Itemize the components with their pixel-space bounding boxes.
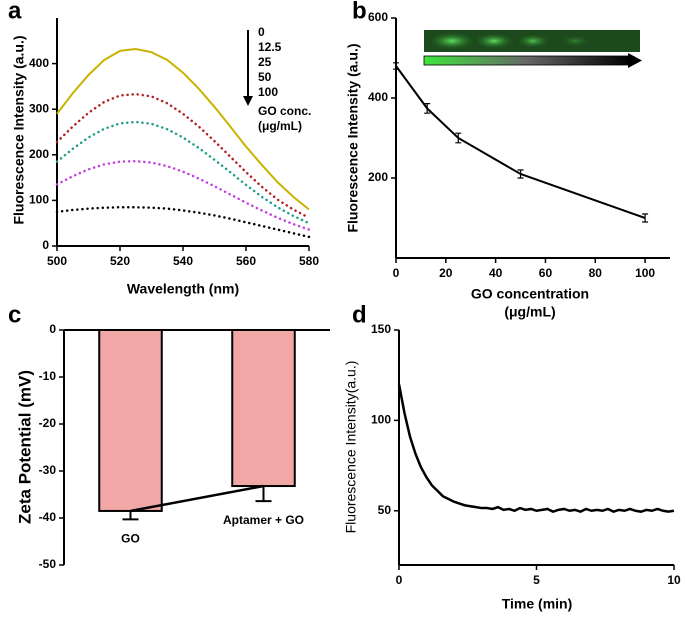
y-tick-label: -20 xyxy=(39,416,57,430)
y-tick-label: 0 xyxy=(42,238,49,252)
y-tick-label: -10 xyxy=(39,369,57,383)
x-tick-label: 10 xyxy=(667,573,681,587)
panel-label: b xyxy=(352,0,367,24)
error-bar xyxy=(455,132,462,144)
error-bar xyxy=(517,169,524,179)
x-tick-label: 560 xyxy=(236,254,256,268)
x-axis-title: Wavelength (nm) xyxy=(127,281,239,297)
series-line xyxy=(55,159,311,231)
series-line xyxy=(55,205,311,239)
data-line xyxy=(397,383,675,514)
error-bar xyxy=(122,510,139,521)
y-tick-label: 600 xyxy=(368,10,388,24)
x-tick-label: 20 xyxy=(439,266,453,280)
panel-label: c xyxy=(8,301,21,328)
error-bar xyxy=(642,213,649,223)
x-tick-label: 60 xyxy=(539,266,553,280)
x-axis-title: Time (min) xyxy=(502,596,573,612)
legend-title: GO conc. xyxy=(258,104,311,118)
legend-title: (μg/mL) xyxy=(258,119,302,133)
x-tick-label: 0 xyxy=(393,266,400,280)
legend-arrowhead xyxy=(243,96,253,106)
x-axis-title: GO concentration xyxy=(471,286,589,302)
y-axis-title: Fluorescence Intensity(a.u.) xyxy=(343,361,359,534)
bar xyxy=(98,329,163,512)
panel-label: a xyxy=(8,0,22,24)
y-tick-label: -40 xyxy=(39,510,57,524)
x-tick-label: 40 xyxy=(489,266,503,280)
connector xyxy=(130,484,264,513)
legend-label: 0 xyxy=(258,25,265,39)
y-tick-label: 100 xyxy=(29,193,49,207)
y-tick-label: 100 xyxy=(371,413,391,427)
y-tick-label: 200 xyxy=(29,147,49,161)
x-tick-label: 520 xyxy=(110,254,130,268)
inset-image xyxy=(423,30,642,68)
category-label: GO xyxy=(121,532,140,546)
legend-label: 50 xyxy=(258,70,272,84)
y-tick-label: 150 xyxy=(371,322,391,336)
series-line xyxy=(55,120,311,225)
y-tick-label: -30 xyxy=(39,463,57,477)
x-tick-label: 100 xyxy=(635,266,655,280)
y-tick-label: -50 xyxy=(39,557,57,571)
legend-label: 100 xyxy=(258,85,278,99)
legend-label: 25 xyxy=(258,55,272,69)
x-axis-title: (μg/mL) xyxy=(504,304,555,320)
series-line xyxy=(55,92,311,219)
legend-label: 12.5 xyxy=(258,40,282,54)
x-tick-label: 500 xyxy=(47,254,67,268)
y-tick-label: 0 xyxy=(49,322,56,336)
x-tick-label: 580 xyxy=(299,254,319,268)
y-tick-label: 400 xyxy=(368,90,388,104)
category-label: Aptamer + GO xyxy=(223,513,304,527)
error-bar xyxy=(424,103,431,114)
y-tick-label: 400 xyxy=(29,56,49,70)
bar xyxy=(231,329,296,488)
y-tick-label: 200 xyxy=(368,170,388,184)
x-tick-label: 0 xyxy=(396,573,403,587)
y-axis-title: Fluorescence Intensity (a.u.) xyxy=(11,35,27,224)
y-axis-title: Fluorescence Intensity (a.u.) xyxy=(345,43,361,232)
y-tick-label: 50 xyxy=(378,503,392,517)
error-bar xyxy=(255,486,272,503)
series-line xyxy=(56,47,310,211)
error-bar xyxy=(393,62,399,70)
x-tick-label: 540 xyxy=(173,254,193,268)
y-axis-title: Zeta Potential (mV) xyxy=(15,370,34,524)
data-line xyxy=(395,65,646,219)
panel-label: d xyxy=(352,301,367,328)
x-tick-label: 5 xyxy=(533,573,540,587)
y-tick-label: 300 xyxy=(29,101,49,115)
x-tick-label: 80 xyxy=(589,266,603,280)
